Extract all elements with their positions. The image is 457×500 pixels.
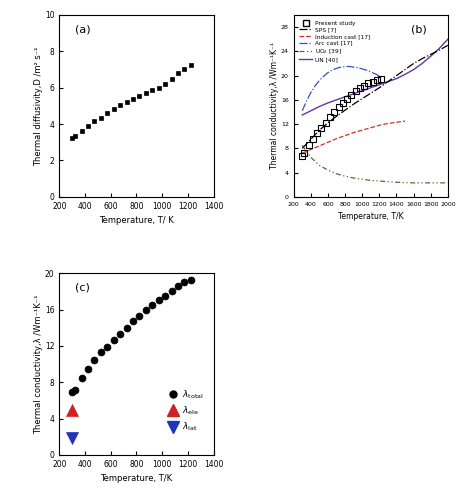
- Y-axis label: Thermal conductivity,λ /Wm⁻¹K⁻¹: Thermal conductivity,λ /Wm⁻¹K⁻¹: [35, 294, 43, 434]
- Text: (b): (b): [411, 24, 427, 34]
- Y-axis label: Thermal diffusivity,D /m² s⁻¹: Thermal diffusivity,D /m² s⁻¹: [35, 46, 43, 166]
- X-axis label: Temperature, T/K: Temperature, T/K: [101, 474, 173, 484]
- Text: (c): (c): [75, 282, 90, 292]
- Text: (a): (a): [75, 24, 90, 34]
- Legend: $\lambda_{\mathregular{total}}$, $\lambda_{\mathregular{ele}}$, $\lambda_{\mathr: $\lambda_{\mathregular{total}}$, $\lambd…: [165, 386, 206, 436]
- X-axis label: Temperature, T/K: Temperature, T/K: [338, 212, 404, 221]
- Y-axis label: Thermal conductivity,λ /Wm⁻¹K⁻¹: Thermal conductivity,λ /Wm⁻¹K⁻¹: [271, 42, 280, 170]
- X-axis label: Temperature, T/ K: Temperature, T/ K: [99, 216, 174, 225]
- Legend: Present study, SPS [7], Induction cast [17], Arc cast [17], UO$_2$ [39], UN [40]: Present study, SPS [7], Induction cast […: [298, 20, 371, 64]
